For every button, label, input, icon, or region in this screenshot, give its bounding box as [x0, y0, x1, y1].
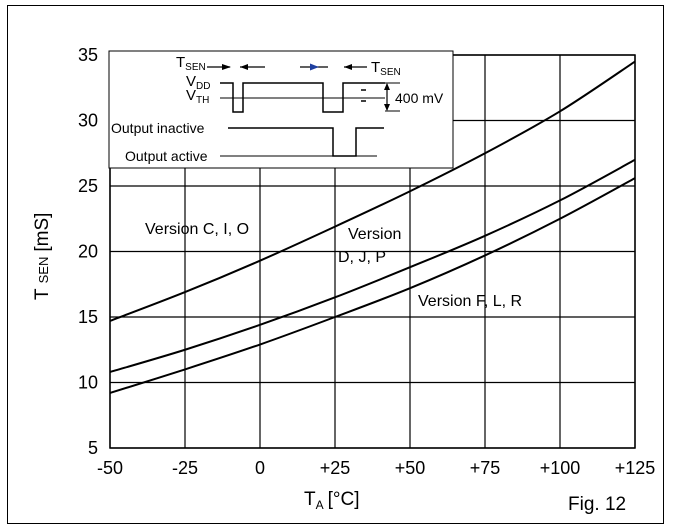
- x-tick-label-3: +25: [320, 458, 351, 478]
- x-tick-label-4: +50: [395, 458, 426, 478]
- y-tick-label-1: 10: [78, 373, 98, 393]
- tsen-left-arrowhead: [222, 64, 231, 70]
- inset-vth-label: VTH: [186, 87, 209, 106]
- x-tick-label-1: -25: [172, 458, 198, 478]
- x-tick-label-6: +100: [540, 458, 581, 478]
- x-tick-label-7: +125: [615, 458, 656, 478]
- voltage-arrow-down: [384, 104, 390, 111]
- y-tick-label-3: 20: [78, 242, 98, 262]
- series-label-d-j-p-line2: D, J, P: [338, 249, 386, 266]
- output-inactive-label: Output inactive: [111, 120, 205, 136]
- series-lines: [109, 60, 636, 394]
- series-label-d-j-p-line1: Version: [348, 226, 401, 243]
- vdd-waveform: [220, 82, 385, 113]
- series-line-0: [109, 60, 636, 322]
- series-label-c-i-o: Version C, I, O: [145, 221, 249, 238]
- inset-tsen-left-label: TSEN: [176, 54, 206, 73]
- y-tick-label-4: 25: [78, 176, 98, 196]
- series-line-1: [109, 158, 636, 373]
- voltage-arrow-up: [384, 83, 390, 90]
- inset-tsen-right-label: TSEN: [371, 59, 401, 78]
- figure-label: Fig. 12: [568, 494, 626, 515]
- series-label-f-l-r: Version F, L, R: [418, 293, 522, 310]
- series-line-2: [109, 177, 636, 394]
- x-tick-label-2: 0: [255, 458, 265, 478]
- tick-labels: -50 -25 0 +25 +50 +75 +100 +125 5 10 15 20 25 30 35: [78, 45, 655, 478]
- y-tick-label-2: 15: [78, 307, 98, 327]
- timing-diagram-inset: TSEN TSEN VDD VTH 400 mV Output inactive…: [108, 50, 454, 169]
- output-active-label: Output active: [125, 148, 208, 164]
- grid-lines: [109, 54, 636, 449]
- x-tick-label-0: -50: [97, 458, 123, 478]
- y-tick-label-0: 5: [88, 438, 98, 458]
- tsen-right-arrowhead: [344, 64, 352, 70]
- figure-frame: [7, 5, 664, 524]
- inset-vdd-label: VDD: [186, 73, 210, 92]
- y-tick-label-6: 35: [78, 45, 98, 65]
- y-axis-title: TSEN[mS]: [32, 213, 53, 300]
- x-axis-title: TA [°C]: [304, 489, 360, 512]
- x-tick-label-5: +75: [470, 458, 501, 478]
- inset-box: [108, 50, 454, 169]
- series-labels: Version C, I, O Version D, J, P Version …: [145, 221, 522, 310]
- voltage-label: 400 mV: [395, 90, 444, 106]
- y-tick-label-5: 30: [78, 111, 98, 131]
- inset-accent-arrowhead: [310, 63, 319, 71]
- inset-arrowhead-2: [240, 64, 248, 70]
